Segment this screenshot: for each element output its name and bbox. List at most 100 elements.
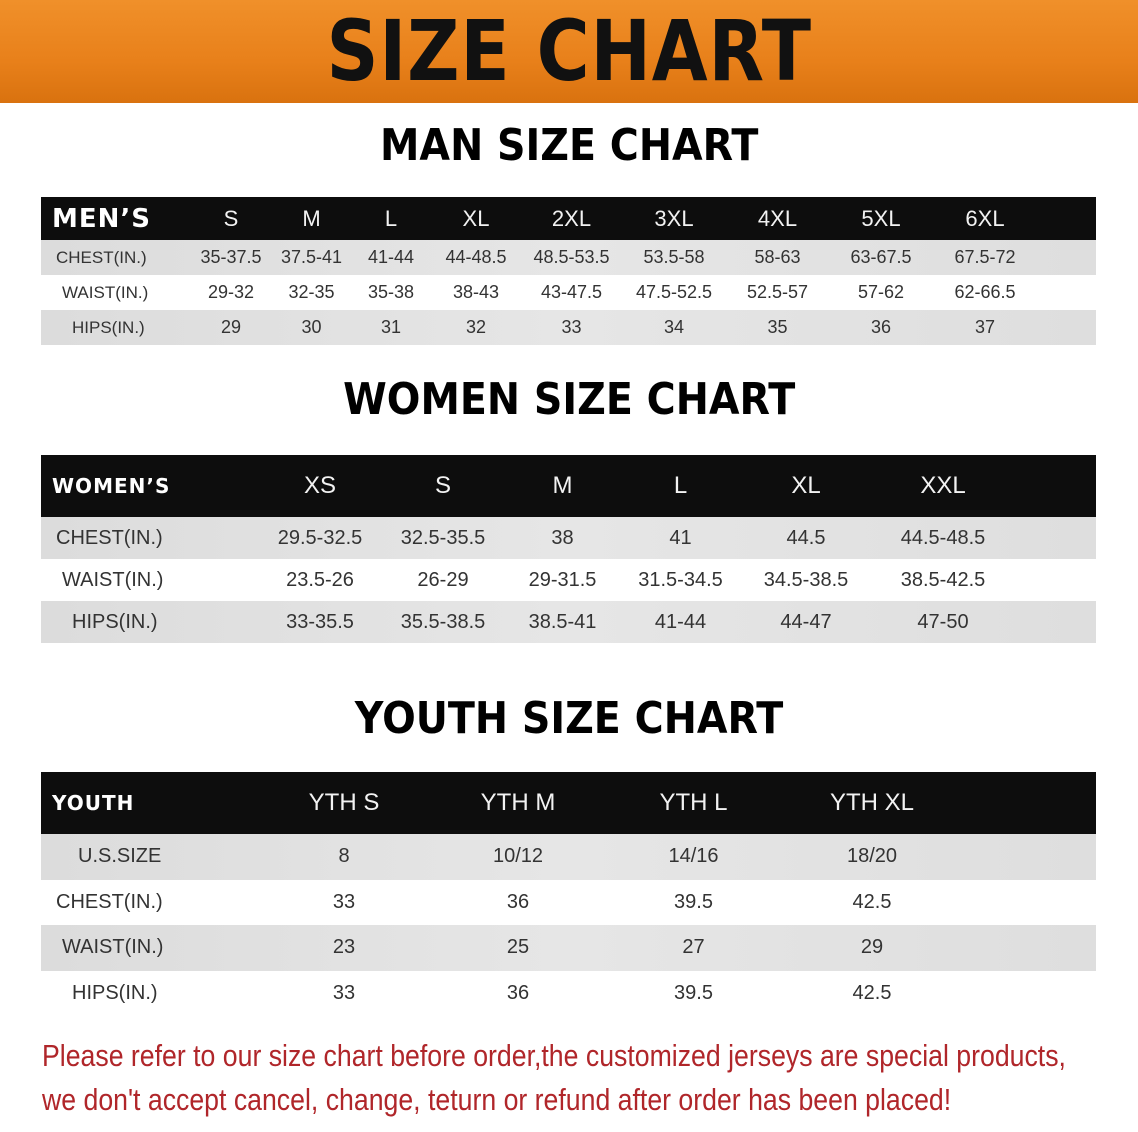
size-header-cell: XS	[303, 472, 336, 499]
notice-line-2: we don't accept cancel, change, teturn o…	[42, 1082, 952, 1117]
measurement-cell: 14/16	[668, 845, 719, 868]
measurement-cell: 42.5	[852, 981, 892, 1004]
measurement-cell: 52.5-57	[746, 282, 809, 302]
measurement-cell: 35-37.5	[200, 247, 262, 267]
table-header-row: YOUTH YTH S YTH M YTH L YTH XL	[41, 772, 1096, 834]
measurement-cell: 29.5-32.5	[277, 526, 363, 549]
table-row: HIPS(IN.) 33 36 39.5 42.5	[41, 970, 1096, 1016]
measurement-cell: 30	[301, 317, 322, 337]
measurement-cell: 26-29	[417, 568, 469, 591]
table-header-row: WOMEN’S XS S M L XL XXL	[41, 455, 1096, 517]
measurement-cell: 67.5-72	[954, 247, 1016, 267]
size-header-cell: L	[384, 205, 398, 231]
measurement-cell: 41	[669, 526, 692, 549]
table-title-cell: MEN’S	[52, 203, 151, 234]
measurement-cell: 23.5-26	[286, 568, 354, 591]
measurement-cell: 32	[465, 317, 487, 337]
table-row: CHEST(IN.) 33 36 39.5 42.5	[41, 879, 1096, 925]
measurement-cell: 35-38	[367, 282, 415, 302]
measurement-cell: 41-44	[654, 610, 707, 633]
size-header-cell: 4XL	[757, 205, 798, 231]
youth-section-title: YOUTH SIZE CHART	[354, 693, 784, 744]
measurement-cell: 39.5	[674, 981, 713, 1004]
measurement-cell: 47.5-52.5	[635, 282, 713, 302]
row-label: CHEST(IN.)	[56, 247, 147, 267]
size-header-cell: S	[434, 472, 451, 499]
measurement-cell: 10/12	[492, 845, 544, 868]
measurement-cell: 41-44	[367, 247, 415, 267]
measurement-cell: 33	[332, 981, 356, 1004]
measurement-cell: 36	[506, 981, 530, 1004]
size-header-cell: 2XL	[551, 205, 592, 231]
measurement-cell: 29-31.5	[528, 568, 597, 591]
table-row: CHEST(IN.) 29.5-32.5 32.5-35.5 38 41 44.5 44.5…	[41, 517, 1096, 559]
measurement-cell: 33-35.5	[286, 610, 354, 633]
measurement-cell: 33	[332, 890, 356, 913]
measurement-cell: 25	[506, 936, 530, 959]
measurement-cell: 38	[551, 526, 574, 549]
row-label: U.S.SIZE	[78, 845, 162, 868]
measurement-cell: 37.5-41	[280, 247, 343, 267]
measurement-cell: 53.5-58	[643, 247, 705, 267]
measurement-cell: 37	[974, 317, 996, 337]
size-header-cell: XXL	[920, 472, 966, 499]
row-label: HIPS(IN.)	[72, 610, 158, 633]
measurement-cell: 36	[506, 890, 530, 913]
table-header-row: MEN’S S M L XL 2XL 3XL 4XL 5XL 6XL	[41, 197, 1096, 240]
size-header-cell: XL	[791, 472, 821, 499]
row-label: CHEST(IN.)	[56, 890, 163, 913]
size-header-cell: 3XL	[654, 205, 694, 231]
row-label: CHEST(IN.)	[56, 526, 163, 549]
measurement-cell: 44-48.5	[445, 247, 507, 267]
measurement-cell: 38.5-42.5	[900, 568, 986, 591]
measurement-cell: 38.5-41	[528, 610, 597, 633]
size-header-cell: S	[223, 205, 239, 231]
table-row: HIPS(IN.) 33-35.5 35.5-38.5 38.5-41 41-44 44-…	[41, 601, 1096, 643]
table-row: WAIST(IN.) 23.5-26 26-29 29-31.5 31.5-34.5 34…	[41, 559, 1096, 601]
measurement-cell: 39.5	[674, 890, 713, 913]
table-title-cell: YOUTH	[52, 791, 135, 815]
notice-line-1: Please refer to our size chart before or…	[42, 1038, 1066, 1073]
size-header-cell: YTH S	[308, 789, 380, 816]
table-row: WAIST(IN.) 23 25 27 29	[41, 925, 1096, 971]
size-header-cell: M	[552, 472, 573, 499]
measurement-cell: 63-67.5	[850, 247, 912, 267]
women-section-title: WOMEN SIZE CHART	[342, 374, 796, 425]
banner-title: SIZE CHART	[326, 2, 812, 100]
measurement-cell: 48.5-53.5	[533, 247, 610, 267]
measurement-cell: 44.5	[786, 526, 826, 549]
measurement-cell: 43-47.5	[540, 282, 603, 302]
measurement-cell: 29	[220, 317, 242, 337]
table-row: HIPS(IN.) 29 30 31 32 33 34 35 36 37	[41, 310, 1096, 345]
measurement-cell: 58-63	[754, 247, 801, 267]
measurement-cell: 33	[561, 317, 582, 337]
size-header-cell: YTH L	[659, 789, 728, 816]
size-header-cell: 6XL	[965, 205, 1005, 231]
size-header-cell: XL	[462, 205, 490, 231]
measurement-cell: 8	[338, 845, 350, 868]
measurement-cell: 32-35	[288, 282, 335, 302]
measurement-cell: 47-50	[917, 610, 969, 633]
table-row: U.S.SIZE 8 10/12 14/16 18/20	[41, 834, 1096, 880]
row-label: HIPS(IN.)	[72, 981, 158, 1004]
measurement-cell: 34	[663, 317, 685, 337]
measurement-cell: 29	[860, 936, 884, 959]
row-label: WAIST(IN.)	[62, 282, 149, 302]
size-header-cell: M	[302, 205, 321, 231]
measurement-cell: 57-62	[857, 282, 905, 302]
size-header-cell: YTH M	[480, 789, 556, 816]
measurement-cell: 31.5-34.5	[638, 568, 723, 591]
table-row: WAIST(IN.) 29-32 32-35 35-38 38-43 43-47.5 47.…	[41, 275, 1096, 310]
measurement-cell: 23	[332, 936, 356, 959]
measurement-cell: 32.5-35.5	[400, 526, 486, 549]
row-label: HIPS(IN.)	[72, 317, 145, 337]
men-section-title: MAN SIZE CHART	[379, 120, 759, 171]
measurement-cell: 18/20	[846, 845, 898, 868]
measurement-cell: 29-32	[207, 282, 255, 302]
size-header-cell: L	[673, 472, 688, 499]
measurement-cell: 27	[682, 936, 705, 959]
measurement-cell: 35	[767, 317, 788, 337]
measurement-cell: 38-43	[452, 282, 500, 302]
table-row: CHEST(IN.) 35-37.5 37.5-41 41-44 44-48.5 48.5…	[41, 240, 1096, 275]
measurement-cell: 34.5-38.5	[763, 568, 849, 591]
